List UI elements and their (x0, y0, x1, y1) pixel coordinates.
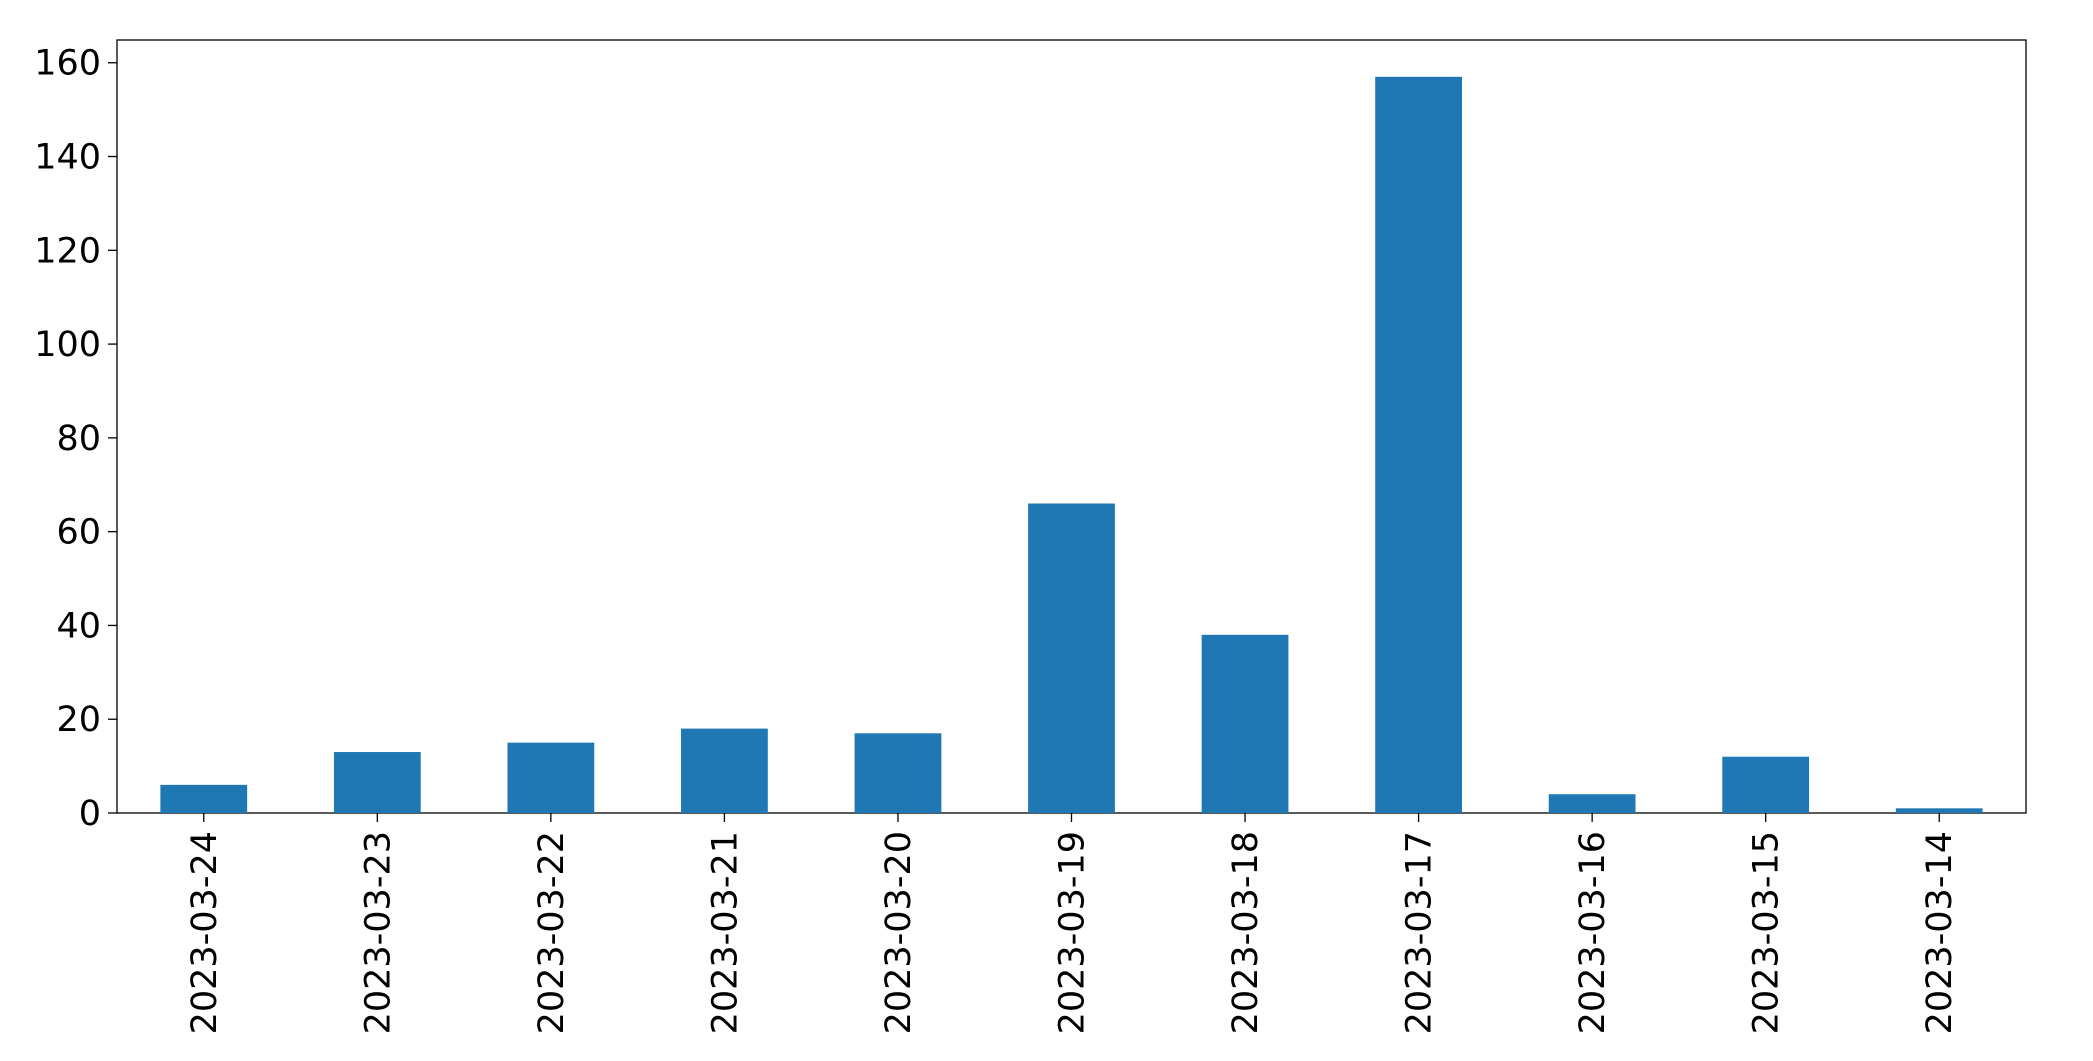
y-tick-label: 120 (34, 231, 101, 271)
y-tick-label: 60 (56, 513, 101, 553)
y-tick-label: 160 (34, 44, 101, 84)
x-tick-label: 2023-03-23 (358, 831, 398, 1034)
x-tick-label: 2023-03-15 (1747, 831, 1787, 1034)
bar (507, 742, 595, 813)
bar (681, 728, 768, 813)
bar (854, 733, 942, 813)
y-tick-label: 0 (79, 794, 101, 834)
x-tick-label: 2023-03-21 (705, 831, 745, 1034)
bar (1895, 808, 1983, 813)
bar (1722, 756, 1810, 813)
x-tick-label: 2023-03-18 (1226, 831, 1266, 1034)
bar (1201, 634, 1289, 813)
x-tick-label: 2023-03-22 (532, 831, 572, 1034)
x-tick-label: 2023-03-17 (1400, 831, 1440, 1034)
bar (1548, 794, 1636, 813)
x-tick-label: 2023-03-16 (1573, 831, 1613, 1034)
y-tick-label: 80 (56, 419, 101, 459)
y-tick-label: 100 (34, 325, 101, 365)
y-tick-label: 140 (34, 138, 101, 178)
x-tick-label: 2023-03-20 (879, 831, 919, 1034)
y-tick-label: 40 (56, 606, 101, 646)
bar (333, 752, 421, 813)
y-tick-label: 20 (56, 700, 101, 740)
x-tick-label: 2023-03-19 (1053, 831, 1093, 1034)
bar (160, 784, 248, 813)
x-tick-label: 2023-03-24 (185, 831, 225, 1034)
x-tick-label: 2023-03-14 (1920, 831, 1960, 1034)
bar (1028, 503, 1115, 813)
bar (1375, 76, 1462, 814)
